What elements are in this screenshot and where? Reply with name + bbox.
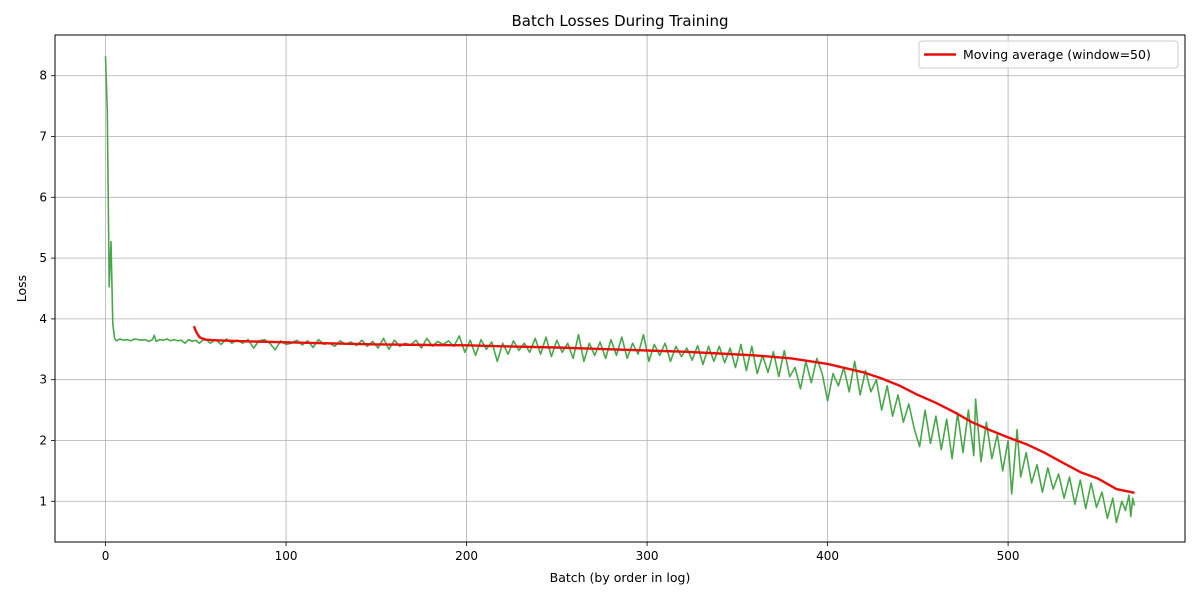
legend-label-moving-average: Moving average (window=50) — [963, 47, 1151, 62]
y-axis-label: Loss — [14, 275, 29, 302]
x-axis-label: Batch (by order in log) — [550, 570, 691, 585]
axis-ticks: 0 100 200 300 400 500 1 2 3 4 5 6 7 8 — [39, 69, 1019, 563]
legend-box — [918, 40, 1179, 69]
y-tick-label: 8 — [39, 69, 47, 83]
x-tick-label: 500 — [997, 549, 1020, 563]
moving-average-line — [192, 325, 1135, 494]
y-tick-label: 1 — [39, 494, 47, 508]
chart-title: Batch Losses During Training — [512, 12, 729, 30]
x-tick-label: 0 — [102, 549, 110, 563]
x-tick-label: 100 — [275, 549, 298, 563]
data-series — [104, 56, 1136, 524]
x-tick-label: 200 — [455, 549, 478, 563]
y-tick-label: 5 — [39, 251, 47, 265]
y-tick-label: 2 — [39, 433, 47, 447]
y-tick-label: 6 — [39, 190, 47, 204]
grid-lines — [55, 35, 1185, 542]
y-tick-label: 7 — [39, 130, 47, 144]
y-tick-label: 4 — [39, 312, 47, 326]
x-tick-label: 400 — [816, 549, 839, 563]
x-tick-label: 300 — [636, 549, 659, 563]
plot-frame — [54, 34, 1186, 543]
chart-legend: Moving average (window=50) — [918, 40, 1179, 69]
y-tick-label: 3 — [39, 373, 47, 387]
